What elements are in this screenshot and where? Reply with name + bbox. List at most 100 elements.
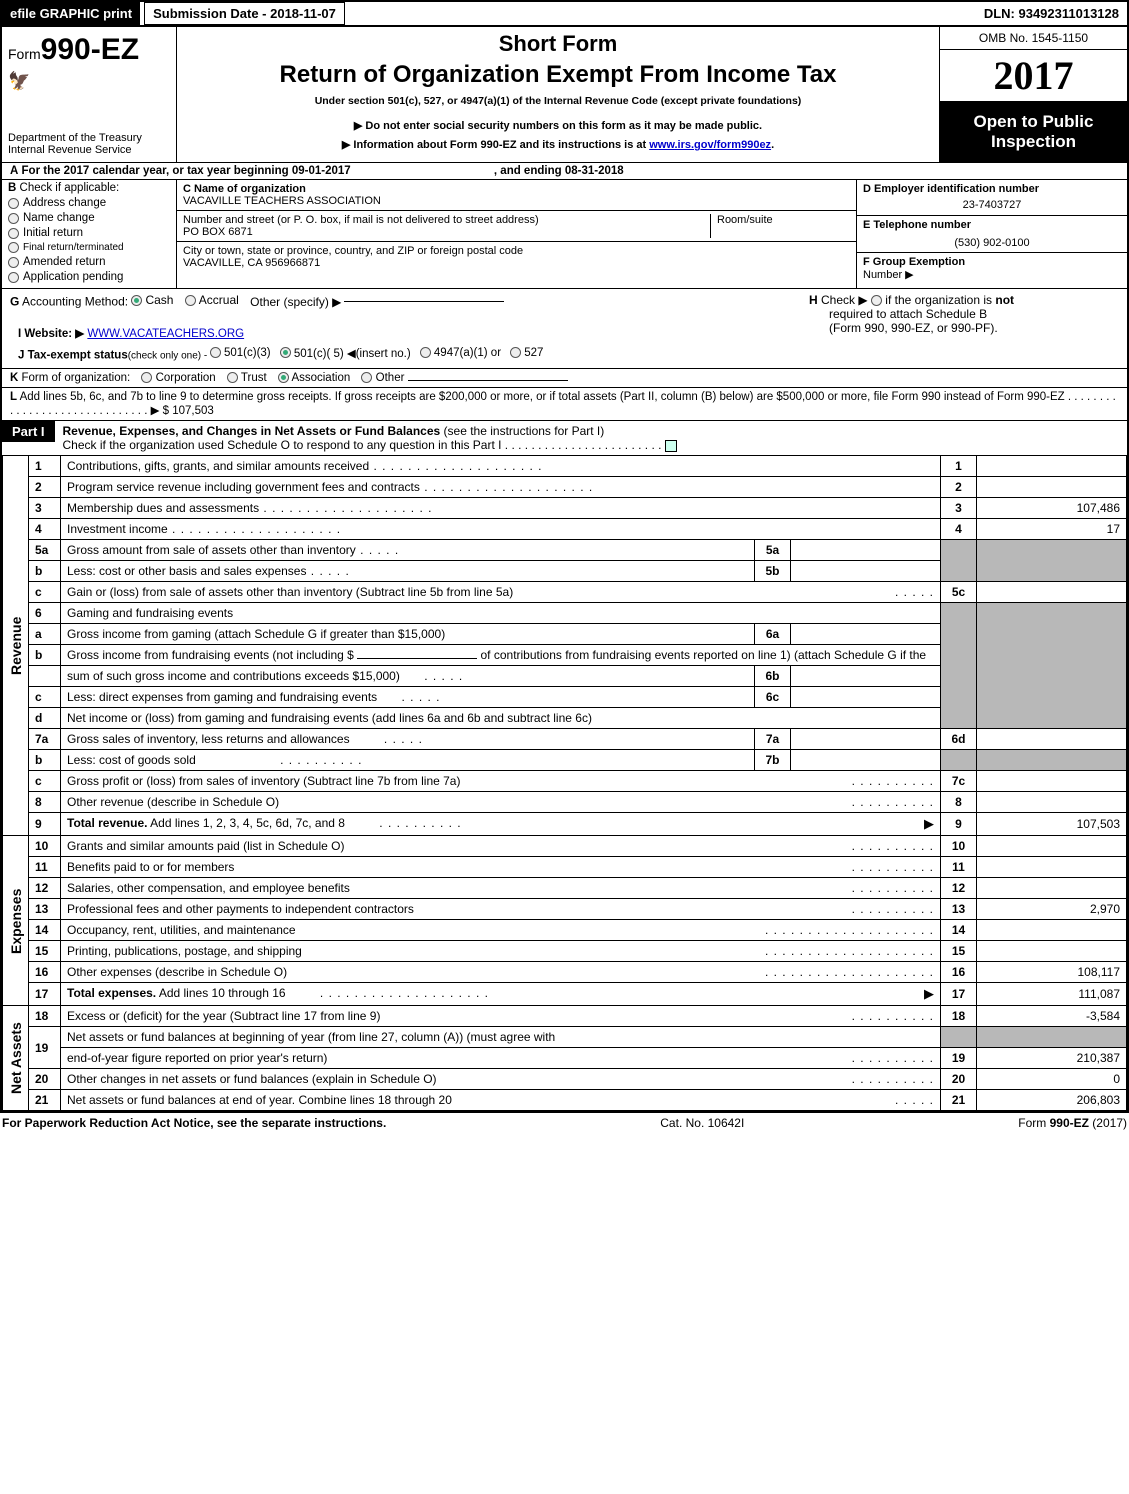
line-desc: Other revenue (describe in Schedule O) [61,792,941,813]
line-rt-no: 6d [941,729,977,750]
chk-initial-return[interactable]: Initial return [8,227,170,239]
k-text: Form of organization: [22,372,131,384]
line-no: b [29,561,61,582]
chk-other-org[interactable]: Other [361,372,567,384]
line-desc: Less: cost or other basis and sales expe… [61,561,755,582]
header: Form990-EZ 🦅 Department of the Treasury … [2,27,1127,162]
label-l: L [10,391,17,403]
chk-501c[interactable]: 501(c)( 5) ◀(insert no.) [280,346,411,360]
open-public-l2: Inspection [944,132,1123,152]
chk-accrual[interactable]: Accrual [185,293,239,307]
chk-other[interactable]: Other (specify) ▶ [250,295,504,309]
chk-4947[interactable]: 4947(a)(1) or [420,347,501,359]
line-no: 6 [29,603,61,624]
netassets-side-label: Net Assets [3,1006,29,1111]
line-rt-no: 7c [941,771,977,792]
section-l: L Add lines 5b, 6c, and 7b to line 9 to … [2,387,1127,420]
table-row: 21 Net assets or fund balances at end of… [3,1090,1127,1111]
line-value: 107,503 [977,813,1127,836]
irs-link[interactable]: www.irs.gov/form990ez [649,139,771,151]
efile-print-button[interactable]: efile GRAPHIC print [2,2,140,25]
topbar-left: efile GRAPHIC print Submission Date - 20… [2,2,345,25]
line-no: 5a [29,540,61,561]
chk-amended-return[interactable]: Amended return [8,256,170,268]
chk-cash[interactable]: Cash [131,293,173,307]
note-ssn: ▶ Do not enter social security numbers o… [181,119,935,132]
chk-schedule-b[interactable] [871,295,882,306]
line-value [977,857,1127,878]
h-text1: Check ▶ [821,293,868,307]
chk-address-change[interactable]: Address change [8,197,170,209]
chk-527[interactable]: 527 [510,347,543,359]
submission-date-label: Submission Date - [153,6,270,21]
label-g: G [10,295,19,309]
org-name-label: C Name of organization [183,183,850,195]
ein-cell: D Employer identification number 23-7403… [857,180,1127,216]
chk-final-return[interactable]: Final return/terminated [8,242,170,253]
topbar: efile GRAPHIC print Submission Date - 20… [2,2,1127,27]
part1-title: Revenue, Expenses, and Changes in Net As… [63,424,441,438]
chk-corporation[interactable]: Corporation [141,372,215,384]
chk-association[interactable]: Association [278,372,350,384]
note-info: ▶ Information about Form 990-EZ and its … [181,138,935,151]
table-row: 2 Program service revenue including gove… [3,477,1127,498]
section-k: K Form of organization: Corporation Trus… [2,368,1127,387]
website-link[interactable]: WWW.VACATEACHERS.ORG [87,328,244,340]
line-rt-no: 2 [941,477,977,498]
line-no: 9 [29,813,61,836]
line-value [977,792,1127,813]
chk-other-org-label: Other [376,372,405,384]
part1-checkbox[interactable] [665,440,677,452]
form-container: efile GRAPHIC print Submission Date - 20… [0,0,1129,1113]
shaded-cell [941,540,977,582]
line-no: c [29,771,61,792]
line-value [977,836,1127,857]
line-no: 16 [29,962,61,983]
open-public-l1: Open to Public [944,112,1123,132]
line-desc: Gross profit or (loss) from sales of inv… [61,771,941,792]
line-no: 7a [29,729,61,750]
line-desc: Total expenses. Add lines 10 through 16 … [61,983,941,1006]
line-no: 11 [29,857,61,878]
part1-check-text: Check if the organization used Schedule … [63,438,662,452]
line-desc: end-of-year figure reported on prior yea… [61,1048,941,1069]
line-desc: Contributions, gifts, grants, and simila… [61,456,941,477]
section-g-h: G Accounting Method: Cash Accrual Other … [2,288,1127,368]
line-no-blank [29,666,61,687]
chk-name-change[interactable]: Name change [8,212,170,224]
section-h: H Check ▶ if the organization is not req… [809,293,1119,364]
city-value: VACAVILLE, CA 956966871 [183,257,850,269]
chk-trust[interactable]: Trust [227,372,267,384]
shaded-cell [941,750,977,771]
city-cell: City or town, state or province, country… [177,242,856,288]
line-mid-no: 6c [755,687,791,708]
chk-application-pending[interactable]: Application pending [8,271,170,283]
shaded-cell [977,540,1127,582]
shaded-cell [977,603,1127,729]
line-rt-no: 11 [941,857,977,878]
cat-no: Cat. No. 10642I [660,1116,744,1130]
line-desc: Net assets or fund balances at beginning… [61,1027,941,1048]
line-value [977,878,1127,899]
line-no: 10 [29,836,61,857]
chk-application-pending-label: Application pending [23,271,123,283]
h-text2: if the organization is [885,293,992,307]
line-mid-no: 7b [755,750,791,771]
chk-address-change-label: Address change [23,197,106,209]
line-desc: Salaries, other compensation, and employ… [61,878,941,899]
line-rt-no: 14 [941,920,977,941]
line-no: 18 [29,1006,61,1027]
table-row: 6 Gaming and fundraising events [3,603,1127,624]
line-mid-val [791,750,941,771]
table-row: c Gross profit or (loss) from sales of i… [3,771,1127,792]
street-value: PO BOX 6871 [183,226,710,238]
form-subtitle: Under section 501(c), 527, or 4947(a)(1)… [181,95,935,107]
line-value [977,920,1127,941]
chk-4947-label: 4947(a)(1) or [434,347,501,359]
form-number: Form990-EZ [8,33,170,67]
chk-501c3[interactable]: 501(c)(3) [210,347,271,359]
shaded-cell [941,1027,977,1048]
line-mid-no: 6b [755,666,791,687]
line-no: 1 [29,456,61,477]
line-desc: Investment income [61,519,941,540]
